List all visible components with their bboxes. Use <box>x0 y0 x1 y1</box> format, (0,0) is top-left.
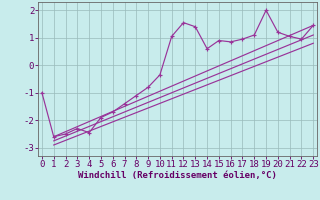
X-axis label: Windchill (Refroidissement éolien,°C): Windchill (Refroidissement éolien,°C) <box>78 171 277 180</box>
